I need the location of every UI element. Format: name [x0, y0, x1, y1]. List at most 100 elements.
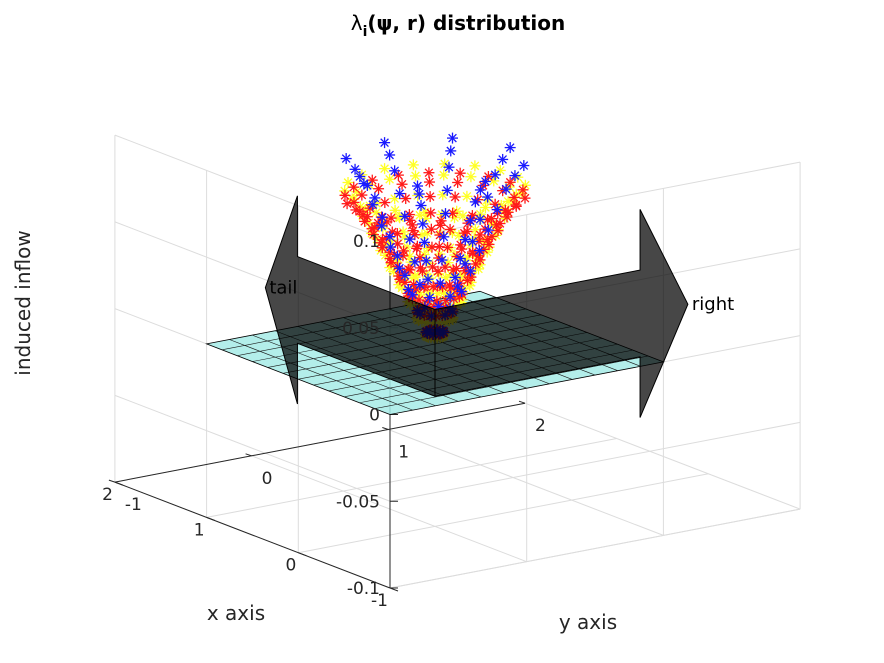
star-stroke	[416, 201, 426, 210]
arrow-right: right	[434, 209, 734, 418]
inflow-point	[469, 196, 481, 208]
inflow-point	[502, 195, 514, 207]
star-stroke	[458, 211, 468, 221]
inflow-point	[465, 171, 477, 183]
star-stroke	[505, 143, 515, 152]
star-stroke	[448, 133, 457, 143]
inflow-point	[438, 231, 450, 243]
inflow-point	[452, 280, 464, 292]
inflow-point	[454, 167, 466, 179]
star-stroke	[341, 154, 351, 163]
inflow-point	[340, 153, 352, 165]
star-stroke	[503, 197, 513, 206]
star-stroke	[437, 255, 447, 265]
star-stroke	[450, 192, 460, 202]
floor-grid-y	[251, 455, 527, 563]
inflow-point	[441, 184, 453, 196]
star-stroke	[432, 296, 442, 306]
inflow-point	[379, 137, 391, 149]
star-stroke	[487, 214, 496, 223]
inflow-point	[474, 184, 486, 196]
inflow-point	[409, 256, 421, 268]
inflow-point	[436, 254, 448, 266]
star-stroke	[433, 289, 443, 298]
inflow-point	[434, 277, 446, 289]
inflow-point	[349, 163, 361, 175]
inflow-point	[348, 181, 360, 193]
back-wall-grid-z	[389, 508, 801, 589]
floor-grid-y	[388, 429, 664, 536]
inflow-point	[447, 132, 459, 144]
inflow-point	[357, 209, 369, 221]
inflow-point	[445, 145, 457, 157]
star-stroke	[439, 232, 449, 242]
star-stroke	[385, 150, 394, 160]
inflow-point	[423, 167, 435, 179]
inflow-point	[413, 188, 425, 200]
inflow-point	[457, 210, 469, 222]
star-stroke	[350, 164, 360, 174]
inflow-point	[424, 292, 436, 304]
inflow-point	[510, 200, 522, 212]
inflow-point	[425, 207, 437, 219]
star-stroke	[351, 205, 361, 215]
inflow-point	[489, 169, 501, 181]
y-tick-label: -1	[125, 495, 142, 515]
star-stroke	[468, 237, 477, 246]
star-stroke	[445, 225, 455, 234]
inflow-point	[417, 218, 429, 230]
inflow-point	[443, 161, 455, 173]
inflow-point	[451, 251, 463, 263]
star-stroke	[401, 194, 411, 203]
star-stroke	[449, 294, 459, 304]
star-stroke	[359, 179, 369, 188]
inflow-point	[341, 198, 353, 210]
star-stroke	[380, 164, 389, 174]
star-stroke	[470, 225, 480, 234]
star-stroke	[490, 199, 500, 209]
star-stroke	[370, 193, 380, 203]
star-stroke	[399, 246, 408, 256]
x-axis-label: x axis	[207, 601, 265, 625]
star-stroke	[407, 220, 417, 230]
inflow-point	[425, 223, 437, 235]
star-stroke	[446, 146, 456, 156]
star-stroke	[489, 176, 499, 186]
inflow-point	[399, 269, 411, 281]
star-stroke	[390, 205, 400, 215]
star-stroke	[450, 273, 460, 282]
star-stroke	[400, 271, 410, 280]
inflow-point	[400, 193, 412, 205]
inflow-point	[407, 159, 419, 171]
inflow-point	[420, 213, 432, 225]
star-stroke	[455, 168, 465, 178]
y-tick-label: 0	[262, 469, 273, 489]
inflow-point	[454, 253, 466, 265]
star-stroke	[393, 251, 402, 261]
star-stroke	[418, 266, 427, 276]
star-stroke	[389, 267, 398, 276]
floor-grid-x	[298, 473, 709, 554]
x-tick-mark	[298, 552, 307, 557]
star-stroke	[471, 259, 480, 269]
star-stroke	[380, 138, 389, 147]
star-stroke	[519, 161, 529, 170]
inflow-point	[418, 236, 430, 248]
star-stroke	[470, 197, 480, 207]
inflow-point	[452, 176, 464, 188]
inflow-point	[359, 215, 371, 227]
inflow-point	[447, 264, 459, 276]
star-stroke	[434, 253, 443, 263]
inflow-point	[449, 191, 461, 203]
star-stroke	[453, 281, 462, 291]
star-stroke	[420, 238, 429, 247]
inflow-point	[369, 192, 381, 204]
z-tick-label: -0.05	[336, 492, 380, 512]
star-stroke	[410, 272, 420, 282]
inflow-point	[482, 171, 494, 183]
star-stroke	[460, 235, 470, 244]
inflow-point	[444, 290, 456, 302]
star-stroke	[405, 234, 415, 244]
inflow-point	[509, 170, 521, 182]
star-stroke	[442, 186, 452, 195]
